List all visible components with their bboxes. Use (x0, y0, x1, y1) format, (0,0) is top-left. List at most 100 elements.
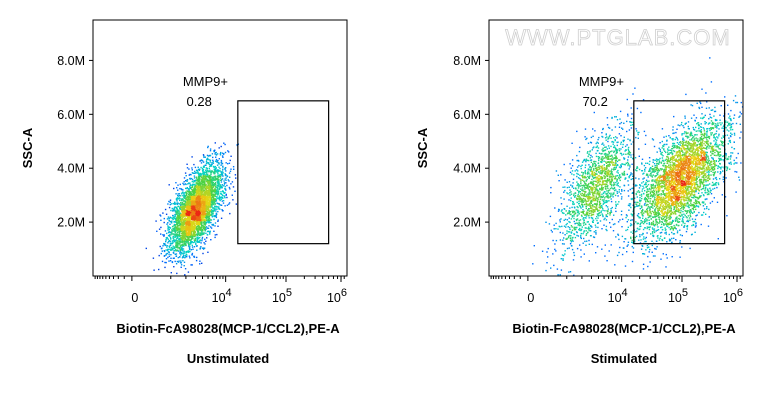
event-point (205, 169, 207, 171)
event-point (194, 234, 197, 236)
event-point (178, 222, 180, 224)
event-point (618, 189, 620, 191)
event-point (567, 226, 569, 228)
event-point (188, 191, 190, 193)
event-point (189, 248, 191, 250)
event-point (218, 196, 221, 199)
event-point (199, 233, 201, 235)
event-point (201, 238, 203, 240)
event-point (196, 223, 199, 226)
event-point (182, 202, 184, 205)
event-point (212, 196, 215, 199)
event-point (179, 222, 182, 224)
event-point (191, 217, 193, 219)
event-point (195, 205, 198, 207)
event-point (203, 220, 205, 222)
event-point (577, 206, 579, 209)
event-point (184, 192, 186, 194)
event-point (215, 167, 217, 169)
event-point (557, 210, 560, 212)
event-point (189, 193, 192, 196)
event-point (181, 213, 183, 215)
event-point (179, 252, 181, 255)
event-point (591, 156, 593, 158)
event-point (208, 197, 211, 199)
event-point (214, 195, 216, 197)
event-point (617, 164, 619, 166)
event-point (606, 186, 608, 188)
event-point (202, 172, 204, 174)
event-point (597, 210, 599, 212)
event-point (613, 167, 615, 169)
event-point (216, 187, 218, 189)
event-point (609, 187, 612, 190)
y-tick-label: 2.0M (57, 216, 85, 230)
event-point (200, 179, 202, 181)
event-point (626, 130, 628, 133)
event-point (175, 239, 178, 241)
event-point (226, 184, 228, 187)
event-point (588, 239, 590, 242)
event-point (607, 164, 609, 166)
event-point (595, 197, 598, 199)
event-point (217, 173, 219, 175)
event-point (205, 180, 208, 183)
event-point (172, 218, 174, 221)
event-point (197, 224, 200, 226)
event-point (616, 119, 619, 121)
event-point (206, 211, 209, 213)
event-point (197, 223, 200, 225)
event-point (200, 246, 202, 248)
event-point (179, 231, 181, 233)
event-point (196, 200, 198, 202)
event-point (211, 213, 213, 215)
event-point (165, 240, 167, 243)
event-point (193, 198, 195, 200)
event-point (180, 264, 183, 266)
event-point (194, 217, 197, 219)
event-point (198, 209, 200, 211)
event-point (180, 266, 182, 268)
event-point (181, 208, 184, 210)
event-point (178, 193, 181, 195)
event-point (182, 219, 185, 221)
event-point (196, 182, 198, 184)
event-point (591, 196, 593, 198)
event-point (188, 188, 190, 190)
event-point (200, 187, 202, 189)
event-point (201, 188, 203, 191)
event-point (190, 226, 192, 229)
event-point (170, 238, 172, 240)
event-point (201, 215, 204, 218)
event-point (206, 161, 208, 164)
x-tick-label: 104 (212, 287, 232, 305)
event-point (592, 181, 594, 184)
event-point (186, 210, 188, 212)
event-point (172, 257, 175, 259)
event-point (191, 236, 193, 238)
event-point (211, 202, 213, 204)
event-point (174, 249, 176, 252)
x-tick-label: 106 (327, 287, 347, 305)
event-point (199, 232, 202, 234)
event-point (592, 174, 594, 176)
event-point (597, 156, 599, 158)
event-point (590, 142, 593, 144)
event-point (588, 153, 590, 155)
event-point (210, 221, 212, 224)
event-point (580, 234, 582, 237)
event-point (210, 190, 212, 192)
event-point (188, 239, 190, 241)
event-point (609, 161, 611, 164)
event-point (187, 242, 190, 244)
event-point (197, 227, 200, 229)
event-point (184, 268, 187, 270)
event-point (217, 190, 220, 192)
event-point (174, 248, 177, 251)
event-point (204, 176, 207, 178)
event-point (190, 242, 192, 244)
event-point (196, 238, 198, 240)
event-point (191, 208, 193, 210)
event-point (206, 227, 209, 229)
event-point (589, 175, 591, 178)
